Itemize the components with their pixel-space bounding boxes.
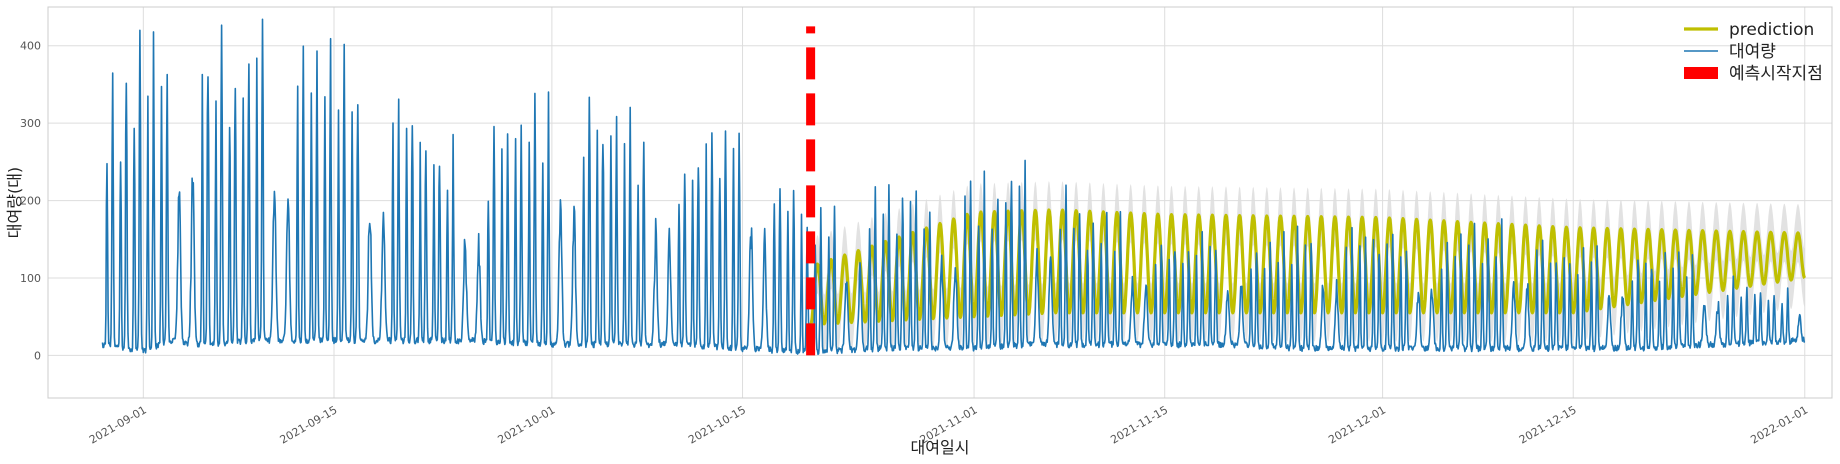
legend-label: prediction xyxy=(1729,20,1814,40)
plot-frame xyxy=(47,6,1833,399)
legend-swatch-forecast-start xyxy=(1684,67,1718,79)
x-tick-label: 2021-10-01 xyxy=(496,403,558,446)
x-tick-label: 2022-01-01 xyxy=(1748,403,1810,446)
observed-line xyxy=(101,18,1806,356)
y-tick-label: 100 xyxy=(20,272,41,285)
x-tick-label: 2021-09-01 xyxy=(87,403,149,446)
prediction-interval-band xyxy=(810,181,1805,354)
y-tick-label: 200 xyxy=(20,195,41,208)
series-layer xyxy=(101,18,1807,356)
legend-label: 예측시작지점 xyxy=(1729,64,1823,84)
y-tick-label: 300 xyxy=(20,117,41,130)
x-tick-label: 2021-10-15 xyxy=(686,403,748,446)
x-tick-label: 2021-11-15 xyxy=(1108,403,1170,446)
y-tick-labels: 0 100 200 300 400 xyxy=(20,40,41,363)
x-axis-title: 대여일시 xyxy=(911,438,970,457)
y-tick-label: 0 xyxy=(34,349,41,362)
x-tick-label: 2021-09-15 xyxy=(278,403,340,446)
y-axis-title: 대여량(대) xyxy=(5,167,24,238)
legend-label: 대여량 xyxy=(1729,42,1776,62)
x-tick-label: 2021-12-01 xyxy=(1326,403,1388,446)
y-tick-label: 400 xyxy=(20,40,41,53)
x-tick-label: 2021-12-15 xyxy=(1517,403,1579,446)
